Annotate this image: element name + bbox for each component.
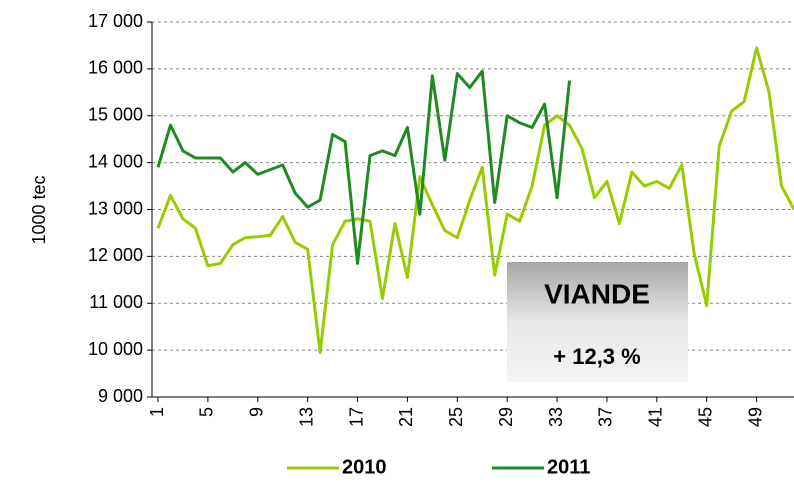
y-tick-label: 11 000 — [89, 292, 143, 312]
x-tick-label: 45 — [695, 407, 715, 427]
y-tick-label: 9 000 — [98, 386, 143, 406]
y-tick-label: 10 000 — [88, 339, 143, 359]
x-tick-label: 5 — [197, 407, 217, 417]
y-tick-label: 12 000 — [88, 245, 143, 265]
legend-label: 2010 — [342, 456, 387, 478]
y-tick-label: 17 000 — [88, 11, 143, 31]
x-tick-label: 1 — [147, 407, 167, 417]
annotation: + 12,3 % — [553, 344, 640, 369]
x-tick-label: 49 — [745, 407, 765, 427]
y-axis-label: 1000 tec — [29, 175, 49, 244]
y-tick-label: 16 000 — [88, 58, 143, 78]
x-tick-label: 29 — [496, 407, 516, 427]
y-tick-label: 15 000 — [88, 105, 143, 125]
y-tick-label: 14 000 — [88, 151, 143, 171]
x-tick-label: 21 — [396, 407, 416, 427]
x-tick-label: 25 — [446, 407, 466, 427]
x-tick-label: 17 — [346, 407, 366, 427]
x-tick-label: 33 — [546, 407, 566, 427]
y-tick-label: 13 000 — [88, 198, 143, 218]
x-tick-label: 9 — [247, 407, 267, 417]
x-tick-label: 37 — [596, 407, 616, 427]
series-line — [156, 69, 572, 265]
series-line — [156, 46, 794, 354]
legend-label: 2011 — [547, 456, 590, 478]
annotation: VIANDE — [544, 278, 650, 309]
annotation-box — [507, 262, 688, 382]
x-tick-label: 41 — [646, 407, 666, 427]
x-tick-label: 13 — [296, 407, 316, 427]
